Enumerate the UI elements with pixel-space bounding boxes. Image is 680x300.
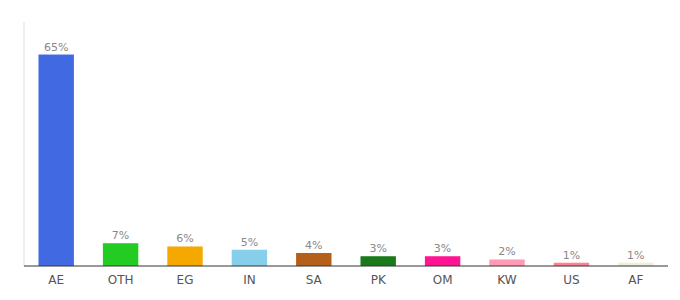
data-label: 6%	[176, 232, 193, 245]
chart-svg: AE OTH EG IN SA PK OM KW US AF 65% 7% 6% 5% 4% 3% 3% 2% 1%…	[0, 0, 680, 300]
data-label: 3%	[369, 242, 386, 255]
bars	[38, 55, 653, 266]
chart-container: AE OTH EG IN SA PK OM KW US AF 65% 7% 6% 5% 4% 3% 3% 2% 1%…	[0, 0, 680, 300]
bar	[38, 55, 73, 266]
x-tick-label: OM	[433, 273, 453, 287]
data-label: 4%	[305, 239, 322, 252]
x-tick-label: IN	[243, 273, 256, 287]
data-label: 1%	[627, 249, 644, 262]
data-label: 1%	[563, 249, 580, 262]
data-label: 2%	[498, 245, 515, 258]
bar	[232, 250, 267, 266]
bar	[489, 259, 524, 266]
x-tick-label: US	[563, 273, 579, 287]
x-tick-label: EG	[177, 273, 194, 287]
bar	[103, 243, 138, 266]
x-tick-label: OTH	[108, 273, 134, 287]
x-tick-label: SA	[306, 273, 323, 287]
bar	[167, 246, 202, 266]
x-tick-label: AE	[48, 273, 64, 287]
bar	[425, 256, 460, 266]
data-label: 3%	[434, 242, 451, 255]
y-range-line	[24, 22, 25, 266]
data-label: 7%	[112, 229, 129, 242]
bar	[296, 253, 331, 266]
x-tick-label: PK	[371, 273, 387, 287]
x-tick-label: KW	[497, 273, 516, 287]
x-axis	[24, 266, 668, 267]
data-label: 65%	[44, 41, 68, 54]
data-label: 5%	[241, 236, 258, 249]
x-tick-label: AF	[628, 273, 643, 287]
bar	[360, 256, 395, 266]
